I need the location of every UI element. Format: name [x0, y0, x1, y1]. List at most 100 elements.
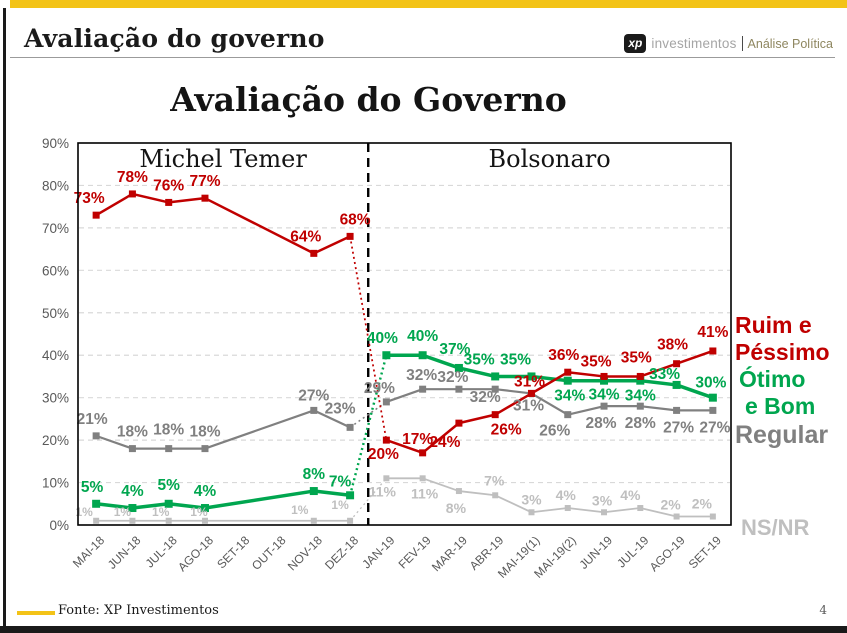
header-rule: [10, 57, 835, 58]
svg-text:OUT-18: OUT-18: [249, 533, 289, 573]
svg-text:34%: 34%: [554, 388, 585, 405]
svg-text:35%: 35%: [464, 351, 495, 368]
xp-logo-icon: xp: [624, 34, 647, 53]
svg-text:7%: 7%: [484, 472, 505, 488]
svg-text:5%: 5%: [157, 477, 180, 494]
header-title: Avaliação do governo: [24, 24, 325, 53]
svg-text:60%: 60%: [42, 263, 69, 278]
svg-text:18%: 18%: [189, 424, 220, 441]
transition-connector-otimo: [348, 354, 388, 496]
svg-text:17%: 17%: [402, 431, 433, 448]
svg-text:28%: 28%: [586, 415, 617, 432]
svg-text:32%: 32%: [437, 369, 468, 386]
svg-text:1%: 1%: [331, 498, 349, 512]
svg-text:38%: 38%: [657, 337, 688, 354]
svg-text:27%: 27%: [298, 387, 329, 404]
svg-text:31%: 31%: [513, 397, 544, 414]
svg-text:36%: 36%: [548, 347, 579, 364]
svg-text:2%: 2%: [692, 496, 713, 512]
svg-text:70%: 70%: [42, 221, 69, 236]
gridlines: [79, 184, 730, 484]
svg-text:23%: 23%: [325, 400, 356, 417]
svg-text:3%: 3%: [592, 492, 613, 508]
legend-otimo-e-bom: Ótimo e Bom: [739, 366, 816, 419]
brand-logo: xp investimentos Análise Política: [624, 34, 833, 53]
legend-nsnr: NS/NR: [741, 515, 810, 540]
svg-text:8%: 8%: [303, 466, 326, 483]
svg-text:11%: 11%: [369, 483, 397, 499]
svg-text:Michel Temer: Michel Temer: [139, 145, 307, 173]
svg-text:80%: 80%: [42, 178, 69, 193]
svg-text:NOV-18: NOV-18: [285, 533, 325, 573]
data-labels: 1% 1% 1% 1% 1% 1%11% 11%8%7%3% 4% 3% 4%2% 2%21%18%…: [74, 169, 731, 519]
svg-text:10%: 10%: [42, 476, 69, 491]
svg-text:64%: 64%: [290, 228, 321, 245]
source-note: Fonte: XP Investimentos: [58, 603, 219, 618]
svg-text:35%: 35%: [621, 349, 652, 366]
svg-text:50%: 50%: [42, 306, 69, 321]
svg-text:1%: 1%: [291, 503, 309, 517]
svg-text:AGO-18: AGO-18: [175, 533, 216, 574]
svg-text:FEV-19: FEV-19: [396, 533, 434, 571]
top-accent-bar: [10, 0, 847, 8]
labels-regular: 21%18% 18% 18%27%23%29%32% 32%32% 31%26% 28% 2…: [77, 367, 731, 440]
svg-text:28%: 28%: [625, 415, 656, 432]
svg-text:31%: 31%: [514, 373, 545, 390]
brand-name: investimentos: [651, 36, 737, 51]
svg-text:77%: 77%: [189, 173, 220, 190]
svg-text:32%: 32%: [470, 389, 501, 406]
svg-text:1%: 1%: [75, 505, 93, 519]
svg-text:21%: 21%: [77, 411, 108, 428]
svg-text:SET-18: SET-18: [214, 533, 252, 571]
svg-text:35%: 35%: [581, 353, 612, 370]
svg-text:7%: 7%: [329, 473, 352, 490]
labels-otimo: 5% 4% 5% 4%8% 7%40% 40%37%35% 35%34% 34% 34%33%3…: [81, 328, 727, 500]
labels-nsnr: 1% 1% 1% 1% 1% 1% 11% 11% 8% 7% 3% 4% 3% 4% 2% 2%: [75, 472, 712, 518]
series-ruim: [92, 190, 717, 457]
svg-text:4%: 4%: [194, 483, 217, 500]
bottom-edge-bar: [0, 626, 847, 633]
series-regular: [92, 385, 717, 453]
svg-text:68%: 68%: [340, 211, 371, 228]
svg-text:33%: 33%: [649, 366, 680, 383]
svg-text:MAI-18: MAI-18: [70, 533, 107, 570]
svg-text:24%: 24%: [429, 434, 460, 451]
series-nsnr: [93, 475, 716, 524]
svg-text:41%: 41%: [697, 324, 728, 341]
labels-ruim: 73%78% 76% 77%64%68%20%17%24%26%31%36% 35% 3…: [74, 169, 729, 463]
svg-text:JUN-19: JUN-19: [576, 533, 615, 572]
svg-text:3%: 3%: [521, 491, 542, 507]
period-labels: Michel Temer Bolsonaro: [139, 145, 610, 173]
plot-area: [78, 143, 731, 525]
left-edge-line: [3, 8, 6, 626]
svg-text:18%: 18%: [117, 424, 148, 441]
svg-text:11%: 11%: [411, 485, 439, 501]
svg-text:4%: 4%: [121, 483, 144, 500]
svg-text:35%: 35%: [500, 351, 531, 368]
svg-text:73%: 73%: [74, 190, 105, 207]
svg-text:27%: 27%: [663, 419, 694, 436]
svg-text:MAR-19: MAR-19: [429, 533, 470, 574]
brand-divider: [741, 36, 743, 51]
y-axis-labels: 0% 10% 20% 30% 40% 50% 60% 70% 80% 90%: [42, 136, 69, 533]
svg-text:40%: 40%: [367, 330, 398, 347]
svg-text:40%: 40%: [42, 348, 69, 363]
svg-text:4%: 4%: [556, 487, 577, 503]
svg-text:2%: 2%: [660, 497, 681, 513]
svg-text:1%: 1%: [190, 505, 208, 519]
svg-text:27%: 27%: [699, 419, 730, 436]
svg-text:0%: 0%: [49, 518, 69, 533]
svg-text:5%: 5%: [81, 479, 104, 496]
svg-text:40%: 40%: [407, 328, 438, 345]
svg-text:30%: 30%: [695, 375, 726, 392]
svg-text:78%: 78%: [117, 169, 148, 186]
svg-text:76%: 76%: [153, 177, 184, 194]
svg-text:37%: 37%: [439, 341, 470, 358]
legend-regular: Regular: [735, 421, 829, 449]
svg-text:DEZ-18: DEZ-18: [322, 533, 361, 572]
svg-text:JUN-18: JUN-18: [105, 533, 144, 572]
svg-text:90%: 90%: [42, 136, 69, 151]
transition-connector-nsnr: [349, 477, 387, 522]
